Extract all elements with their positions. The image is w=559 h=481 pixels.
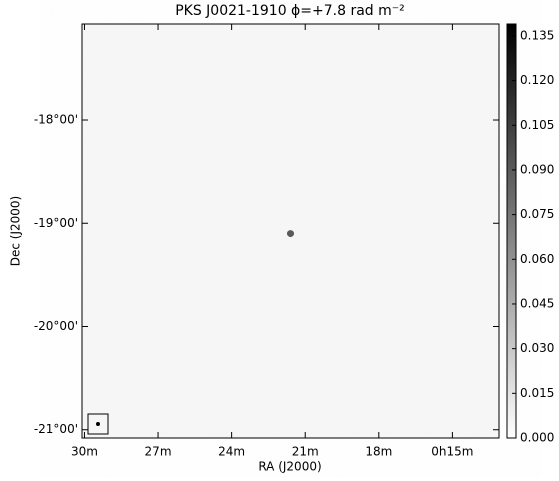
x-tick-label: 18m: [365, 445, 392, 459]
colorbar-tick-label: 0.090: [520, 162, 554, 176]
colorbar-tick-label: 0.075: [520, 207, 554, 221]
chart-title: PKS J0021-1910 ϕ=+7.8 rad m⁻²: [175, 3, 405, 19]
y-tick-label: -20°00': [34, 319, 78, 333]
beam: [96, 422, 100, 426]
y-tick-label: -18°00': [34, 113, 78, 127]
colorbar-tick-label: 0.120: [520, 73, 554, 87]
colorbar-tick-label: 0.030: [520, 341, 554, 355]
beam-box: [87, 413, 109, 435]
colorbar: [506, 23, 517, 439]
colorbar-tick-label: 0.135: [520, 28, 554, 42]
x-tick-label: 24m: [218, 445, 245, 459]
x-tick-label: 30m: [71, 445, 98, 459]
y-axis-label: Dec (J2000): [9, 196, 23, 266]
colorbar-tick-label: 0.015: [520, 386, 554, 400]
x-axis-label: RA (J2000): [258, 460, 321, 474]
x-tick-label: 0h15m: [431, 445, 473, 459]
colorbar-tick-label: 0.045: [520, 296, 554, 310]
colorbar-tick-label: 0.105: [520, 118, 554, 132]
y-tick-label: -21°00': [34, 422, 78, 436]
x-tick-label: 21m: [292, 445, 319, 459]
x-tick-label: 27m: [145, 445, 172, 459]
colorbar-tick-label: 0.060: [520, 252, 554, 266]
y-tick-label: -19°00': [34, 216, 78, 230]
plot-frame: [81, 23, 500, 439]
source: [287, 230, 294, 238]
colorbar-tick-label: 0.000: [520, 431, 554, 445]
